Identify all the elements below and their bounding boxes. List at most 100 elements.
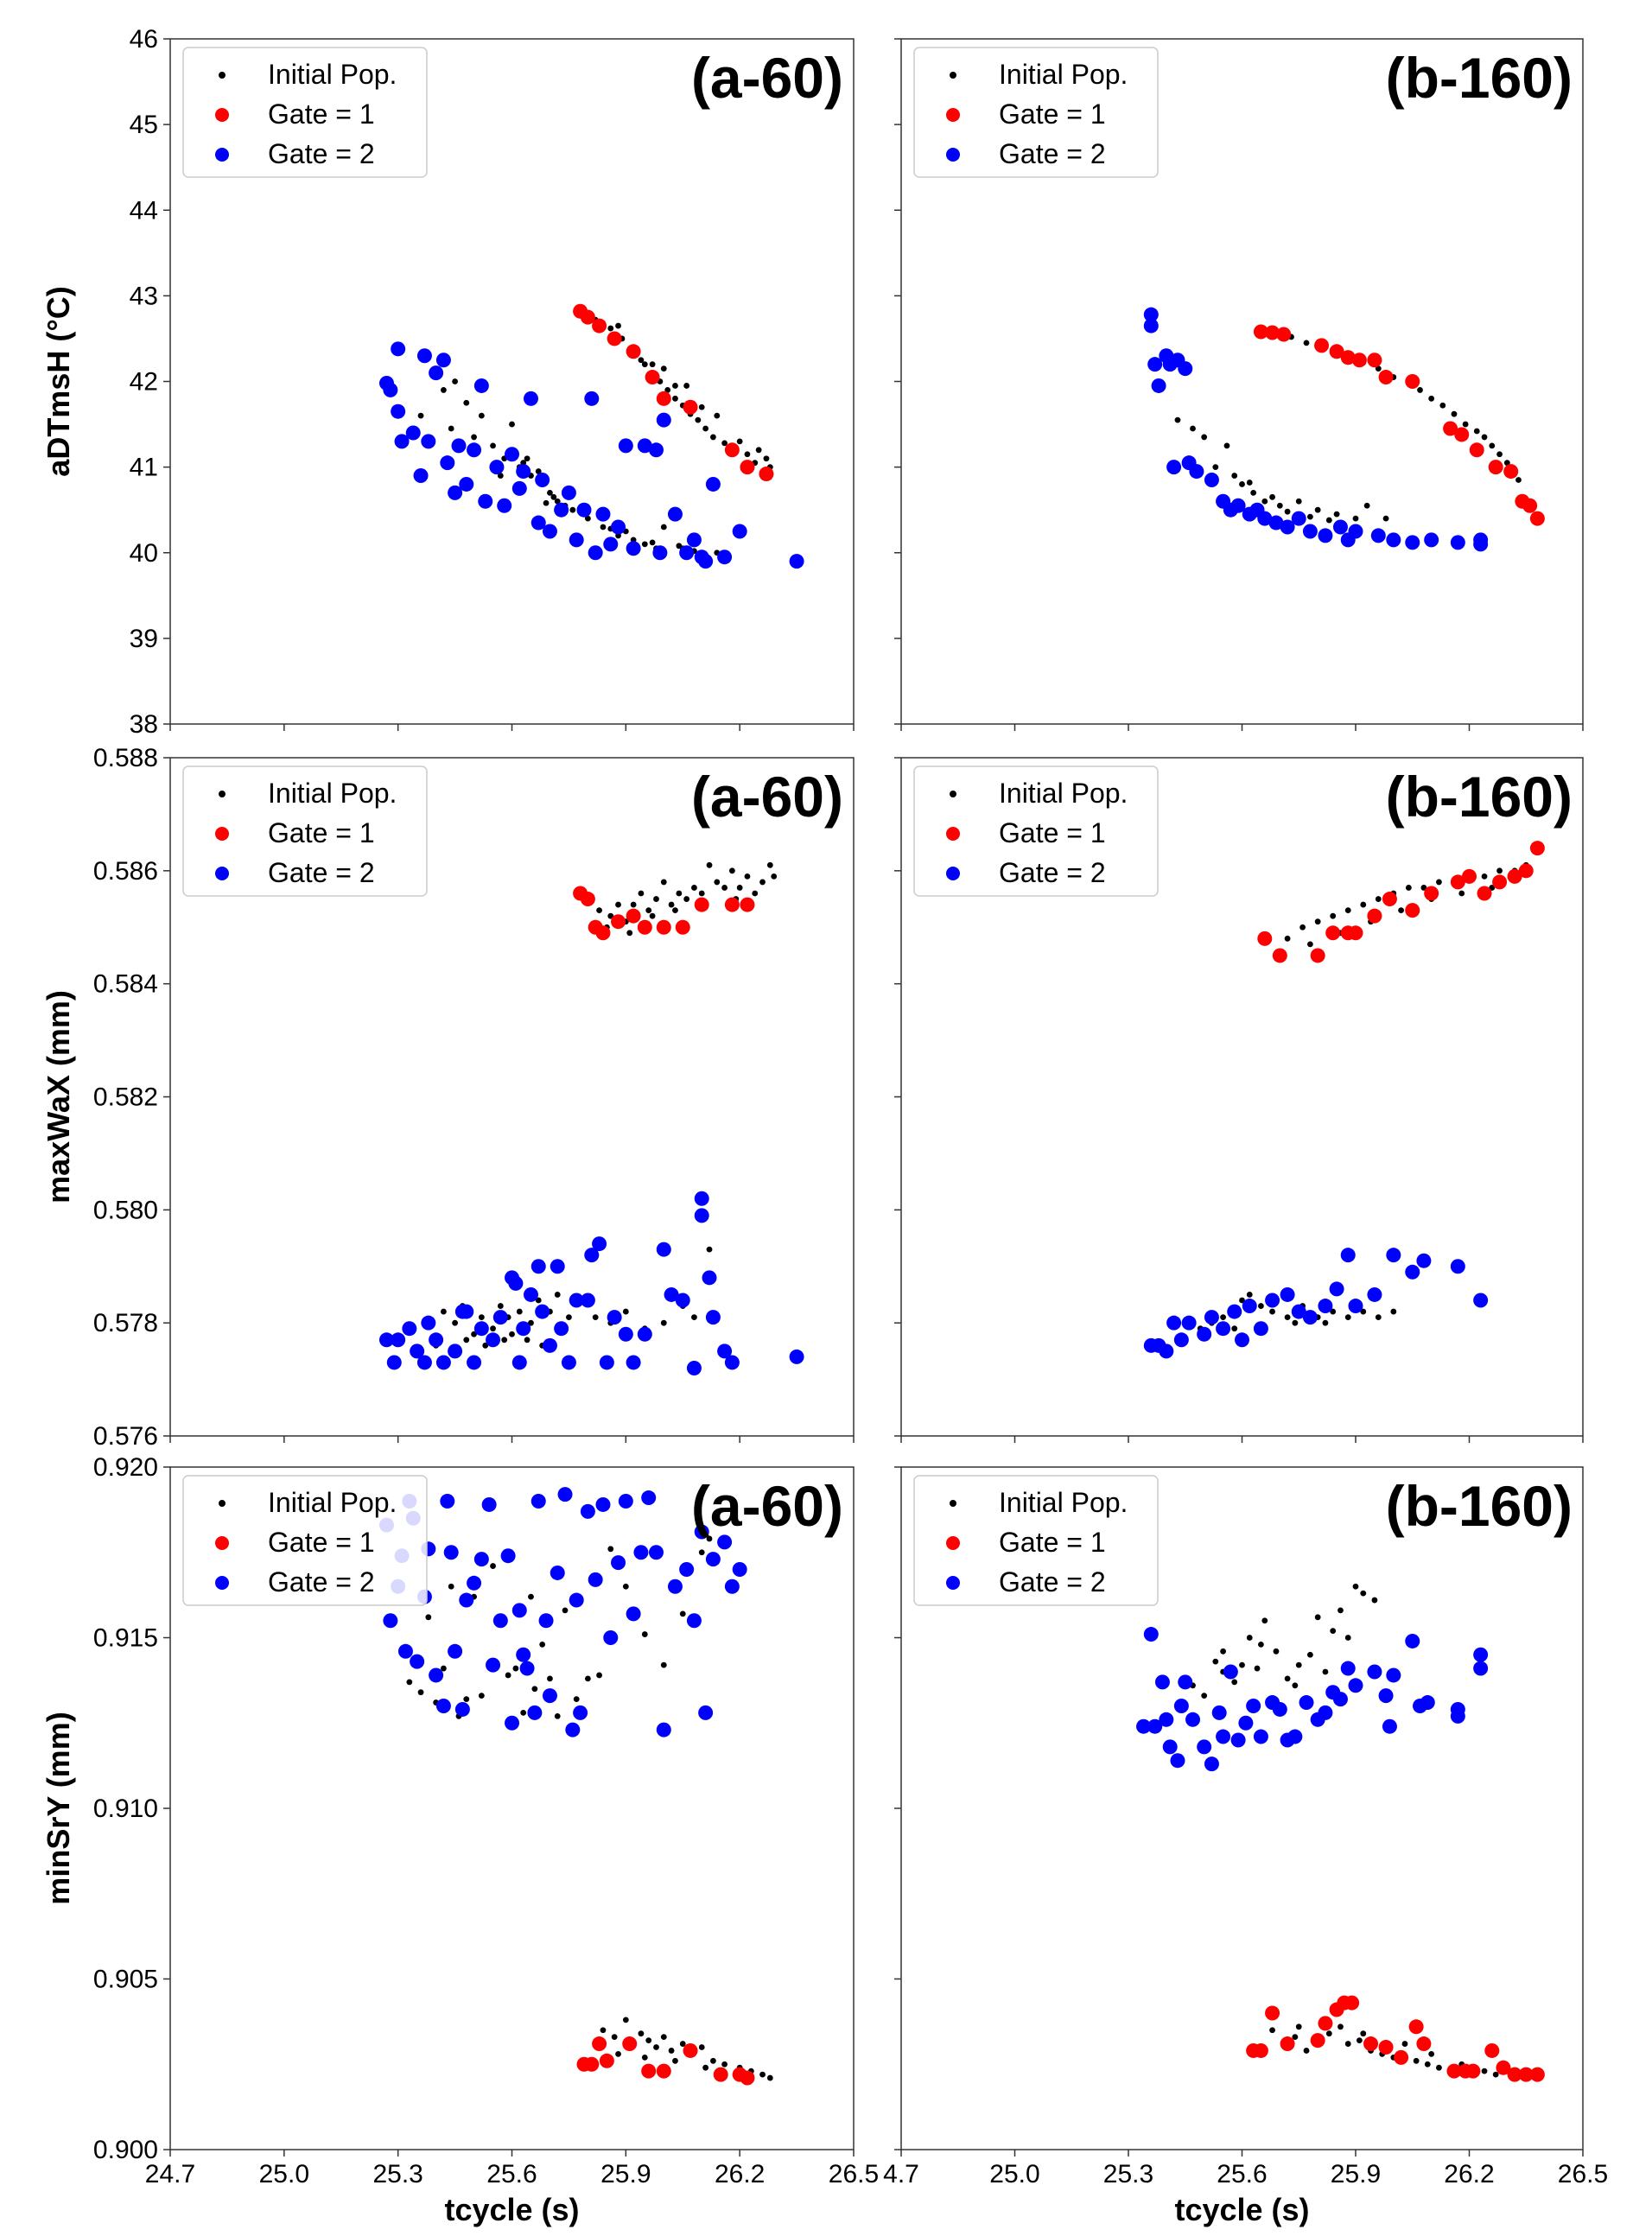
data-point (641, 1631, 648, 1637)
data-point (1147, 1718, 1163, 1734)
data-point (1420, 1695, 1435, 1711)
data-point (1405, 1633, 1420, 1648)
data-point (1450, 1708, 1465, 1724)
data-point (691, 885, 697, 891)
data-point (656, 2063, 671, 2079)
data-point (724, 1579, 740, 1594)
data-point (736, 438, 743, 445)
data-point (1330, 912, 1337, 919)
data-point (554, 1292, 561, 1298)
data-point (1223, 442, 1230, 449)
data-point (1258, 1303, 1264, 1309)
data-point (1291, 1304, 1306, 1319)
data-point (626, 1355, 641, 1370)
data-point (660, 524, 667, 530)
data-point (406, 1679, 413, 1686)
data-point (1239, 1297, 1245, 1304)
data-point (702, 1270, 717, 1286)
data-point (653, 2044, 659, 2050)
y-tick-label: 46 (130, 25, 158, 54)
data-point (721, 440, 728, 447)
data-point (1518, 863, 1534, 879)
data-point (511, 1603, 527, 1618)
data-point (486, 1657, 501, 1673)
legend-box (182, 47, 428, 178)
data-point (1272, 1701, 1287, 1717)
legend-box (913, 1475, 1159, 1606)
data-point (615, 322, 621, 329)
data-point (1352, 515, 1359, 522)
data-point (1269, 1308, 1275, 1315)
data-point (637, 919, 652, 935)
data-point (637, 438, 652, 454)
data-point (626, 541, 641, 556)
data-point (694, 897, 709, 912)
data-point (1386, 1667, 1401, 1683)
data-point (1450, 874, 1465, 890)
data-point (523, 1286, 538, 1302)
data-point (713, 2067, 728, 2082)
data-point (1473, 1293, 1489, 1308)
data-point (588, 1572, 603, 1587)
data-point (1204, 1756, 1219, 1772)
legend-label: Initial Pop. (268, 1487, 397, 1518)
data-point (1481, 2068, 1488, 2074)
data-point (1299, 1695, 1314, 1711)
data-point (1265, 2005, 1280, 2021)
data-point (694, 1208, 709, 1223)
legend-marker (946, 867, 960, 880)
data-point (1443, 421, 1458, 436)
data-point (1382, 515, 1389, 522)
data-point (1299, 924, 1306, 931)
data-point (1253, 324, 1268, 340)
data-point (1322, 1319, 1329, 1326)
data-point (649, 539, 656, 546)
data-point (413, 468, 429, 484)
legend-label: Gate = 1 (999, 98, 1106, 130)
data-point (1280, 519, 1295, 535)
data-point (1257, 511, 1273, 526)
data-point (473, 1321, 489, 1337)
legend-marker (950, 1500, 956, 1507)
data-point (489, 460, 505, 475)
data-point (1428, 395, 1435, 402)
data-point (1488, 460, 1503, 475)
data-point (648, 1545, 664, 1560)
data-point (1212, 464, 1219, 471)
data-point (638, 2030, 645, 2037)
data-point (405, 425, 421, 441)
data-point (702, 2064, 709, 2071)
data-point (1360, 1308, 1367, 1315)
data-point (511, 480, 527, 496)
data-point (516, 464, 531, 480)
data-point (1503, 460, 1510, 467)
data-point (706, 1535, 713, 1542)
data-point (714, 412, 721, 419)
x-tick-label: 26.5 (829, 2160, 879, 2188)
data-point (668, 2048, 675, 2054)
data-point (1185, 1712, 1201, 1727)
data-point (1515, 477, 1522, 483)
data-point (542, 1688, 557, 1704)
data-point (410, 1654, 425, 1669)
data-point (429, 365, 444, 381)
data-point (1337, 1607, 1344, 1614)
data-point (1230, 498, 1246, 513)
x-axis-label: tcycle (s) (1174, 2192, 1309, 2227)
y-tick-label: 0.578 (93, 1309, 158, 1337)
data-point (679, 2041, 686, 2047)
data-point (1314, 918, 1321, 925)
data-point (492, 1613, 508, 1629)
data-point (599, 1355, 614, 1370)
data-point (1375, 896, 1382, 902)
data-point (580, 1503, 595, 1519)
data-point (580, 892, 595, 907)
data-point (448, 1344, 463, 1359)
data-point (649, 912, 656, 919)
data-point (471, 434, 477, 441)
data-point (561, 1355, 576, 1370)
data-point (1386, 532, 1401, 548)
data-point (1284, 1314, 1291, 1321)
data-point (1302, 524, 1318, 539)
data-point (1522, 498, 1538, 513)
